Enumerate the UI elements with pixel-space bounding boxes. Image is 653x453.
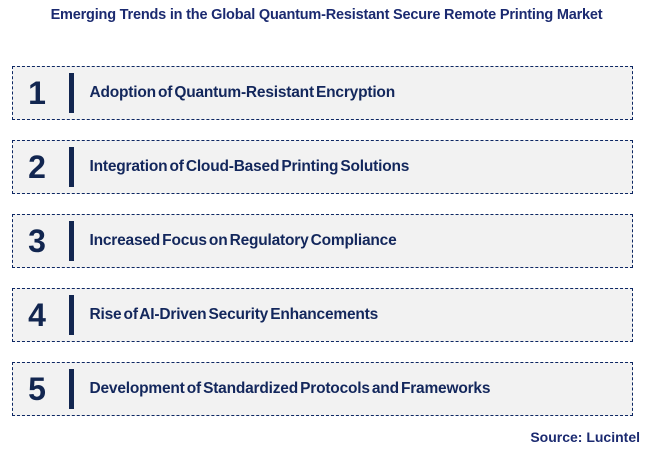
- trend-item-3: 3 Increased Focus on Regulatory Complian…: [12, 214, 633, 268]
- trend-label: Integration of Cloud-Based Printing Solu…: [89, 158, 410, 175]
- number-divider-bar: [69, 147, 74, 187]
- number-divider-bar: [69, 221, 74, 261]
- number-divider-bar: [69, 369, 74, 409]
- page-title: Emerging Trends in the Global Quantum-Re…: [50, 7, 603, 23]
- trend-label: Rise of AI-Driven Security Enhancements: [89, 306, 379, 323]
- trend-label: Development of Standardized Protocols an…: [89, 380, 491, 397]
- trend-list: 1 Adoption of Quantum-Resistant Encrypti…: [12, 66, 633, 416]
- trend-number: 4: [28, 297, 46, 333]
- trend-label: Increased Focus on Regulatory Compliance: [89, 232, 397, 249]
- source-credit: Source: Lucintel: [530, 429, 640, 445]
- trend-item-2: 2 Integration of Cloud-Based Printing So…: [12, 140, 633, 194]
- trend-number: 1: [28, 75, 46, 111]
- trend-number: 2: [28, 149, 46, 185]
- trend-number: 5: [28, 371, 46, 407]
- trend-label: Adoption of Quantum-Resistant Encryption: [89, 84, 396, 101]
- trend-item-1: 1 Adoption of Quantum-Resistant Encrypti…: [12, 66, 633, 120]
- number-divider-bar: [69, 73, 74, 113]
- trend-item-5: 5 Development of Standardized Protocols …: [12, 362, 633, 416]
- trend-item-4: 4 Rise of AI-Driven Security Enhancement…: [12, 288, 633, 342]
- trend-number: 3: [28, 223, 46, 259]
- number-divider-bar: [69, 295, 74, 335]
